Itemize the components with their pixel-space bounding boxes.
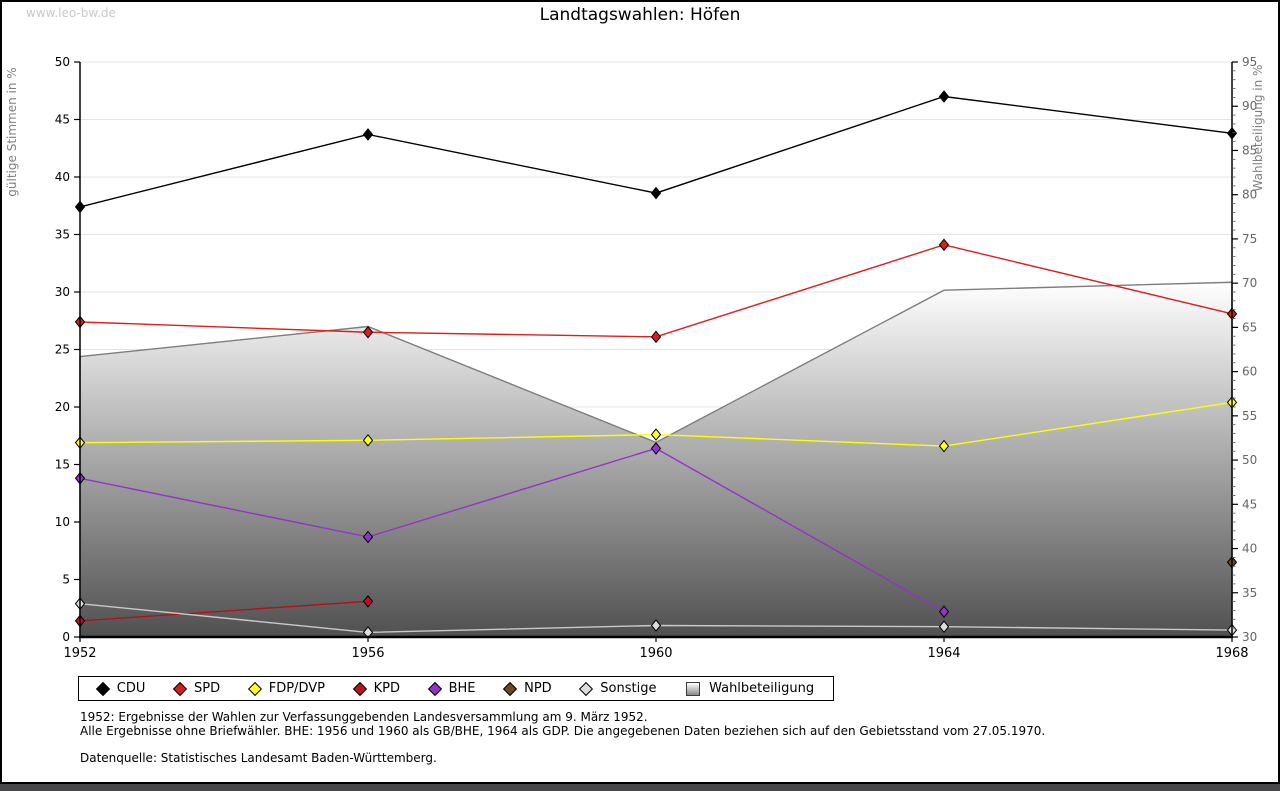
right-tick-label: 55 [1242,409,1257,423]
legend-diamond-icon [503,681,518,696]
footnote-line-2: Alle Ergebnisse ohne Briefwähler. BHE: 1… [80,724,1046,738]
chart-svg: 0 5 10 15 20 25 30 35 40 45 50 30 35 40 45 50 55 60 65 70 75… [5,55,1265,661]
marker-spd [938,238,950,252]
legend-diamond-icon [427,681,442,696]
left-tick-label: 0 [62,630,70,644]
legend-diamond-icon [352,681,367,696]
marker-cdu [362,128,374,141]
x-tick-label: 1956 [351,646,384,661]
footnotes: 1952: Ergebnisse der Wahlen zur Verfassu… [80,710,1045,765]
right-tick-label: 80 [1242,188,1257,202]
marker-sonstige [650,619,662,632]
legend-diamond-icon [247,681,262,696]
left-tick-label: 5 [62,573,70,587]
right-tick-label: 30 [1242,630,1257,644]
chart-title: Landtagswahlen: Höfen [539,5,741,25]
right-tick-label: 70 [1242,276,1257,290]
legend-label: Sonstige [600,681,657,696]
x-tick-label: 1968 [1215,646,1248,661]
legend-label: CDU [116,681,146,696]
right-tick-label: 65 [1242,320,1257,334]
left-tick-label: 40 [55,170,70,184]
right-axis-ticks: 30 35 40 45 50 55 60 65 70 75 80 85 90 95 [1232,55,1257,644]
left-tick-label: 20 [55,400,70,414]
legend-diamond-icon [579,681,594,696]
marker-fdpdvp [650,428,662,441]
right-tick-label: 60 [1242,365,1257,379]
x-tick-label: 1964 [927,646,960,661]
legend-diamond-icon [172,681,188,696]
marker-fdpdvp [362,434,374,447]
left-tick-label: 50 [55,55,70,69]
left-axis-ticks: 0 5 10 15 20 25 30 35 40 45 50 [55,55,80,644]
legend-item-spd: SPD [172,681,221,696]
legend-item-sonstige: Sonstige [579,681,657,696]
right-tick-label: 85 [1242,143,1257,157]
legend-label: Wahlbeteiligung [709,681,815,696]
marker-fdpdvp [938,439,950,453]
marker-kpd [362,595,374,608]
left-tick-label: 15 [55,458,70,472]
x-axis-ticks: 1952 1956 1960 1964 1968 [63,637,1249,661]
left-tick-label: 10 [55,515,70,529]
legend-label: BHE [448,681,476,696]
right-axis-title: Wahlbeteiligung in % [1251,65,1265,192]
legend-label: KPD [373,681,400,696]
x-tick-label: 1960 [639,646,672,661]
legend-item-kpd: KPD [352,681,400,696]
left-tick-label: 35 [55,228,70,242]
footnote-line-1: 1952: Ergebnisse der Wahlen zur Verfassu… [80,710,648,724]
legend-label: NPD [524,681,552,696]
marker-bhe [938,605,950,618]
right-tick-label: 95 [1242,55,1257,69]
right-tick-label: 75 [1242,232,1257,246]
left-axis-title: gültige Stimmen in % [5,67,19,196]
right-tick-label: 45 [1242,497,1257,511]
right-tick-label: 90 [1242,99,1257,113]
legend-diamond-icon [95,681,110,696]
marker-sonstige [938,620,950,633]
marker-cdu [650,186,662,200]
marker-bhe [650,442,662,455]
left-tick-label: 25 [55,343,70,357]
watermark: www.leo-bw.de [26,6,116,20]
bottom-edge-bar [0,784,1280,791]
legend-square-icon [686,681,701,696]
right-tick-label: 35 [1242,586,1257,600]
legend-item-fdpdvp: FDP/DVP [247,681,325,696]
source-line: Datenquelle: Statistisches Landesamt Bad… [80,751,437,765]
footnote-spacer [80,738,1045,751]
legend-item-bhe: BHE [427,681,476,696]
marker-spd [650,330,662,344]
right-tick-label: 40 [1242,542,1257,556]
legend-item-wahlbeteiligung: Wahlbeteiligung [686,681,814,696]
series-line-bhe [79,447,945,613]
marker-bhe [362,530,374,544]
legend: CDU SPD FDP/DVP KPD BHE NPD Sonstige Wahlbeteil… [78,676,834,701]
legend-item-cdu: CDU [95,681,146,696]
left-tick-label: 45 [55,113,70,127]
chart-canvas: 0 5 10 15 20 25 30 35 40 45 50 30 35 40 45 50 55 60 65 70 75… [5,55,1265,661]
left-tick-label: 30 [55,285,70,299]
marker-cdu [938,90,950,103]
legend-label: SPD [194,681,221,696]
legend-label: FDP/DVP [268,681,325,696]
marker-spd [362,325,374,339]
series-line-kpd [79,600,369,622]
axis-titles: gültige Stimmen in % Wahlbeteiligung in % [5,65,1265,197]
legend-item-npd: NPD [503,681,552,696]
x-tick-label: 1952 [63,646,96,661]
right-tick-label: 50 [1242,453,1257,467]
